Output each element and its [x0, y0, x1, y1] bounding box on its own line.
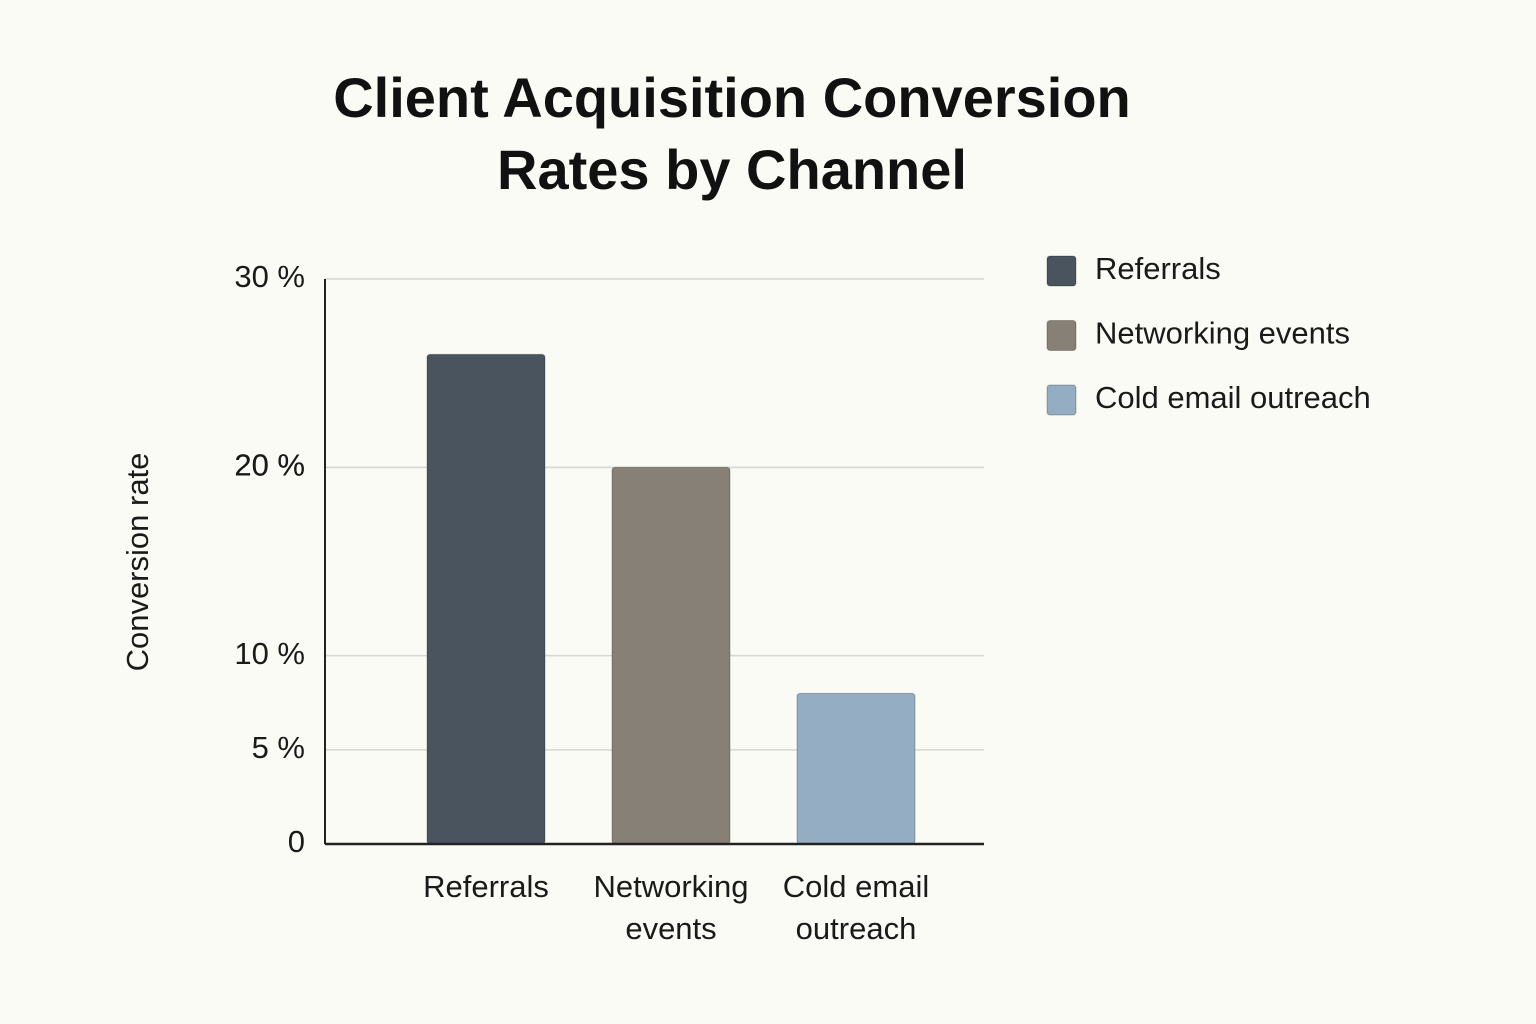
- bar: [611, 466, 731, 845]
- legend-swatch: [1046, 384, 1077, 416]
- bar: [426, 353, 546, 845]
- x-tick-label: Networking events: [593, 869, 749, 946]
- y-axis-label: Conversion rate: [120, 453, 155, 672]
- x-tick-label: Cold email outreach: [782, 869, 930, 946]
- y-tick-label: 20 %: [234, 448, 305, 483]
- legend-swatch: [1046, 320, 1077, 351]
- x-tick-label: Referrals: [423, 869, 549, 904]
- y-tick-label: 10 %: [234, 636, 305, 671]
- y-tick-label: 0: [288, 824, 305, 859]
- legend-label: Referrals: [1095, 251, 1221, 286]
- legend-label: Cold email outreach: [1095, 380, 1371, 415]
- chart-title: Client Acquisition Conversion Rates by C…: [333, 66, 1131, 201]
- legend-label: Networking events: [1095, 316, 1350, 351]
- y-tick-label: 30 %: [234, 259, 305, 294]
- bar: [796, 692, 916, 845]
- y-tick-label: 20 %: [234, 448, 305, 483]
- y-tick-label: 5 %: [252, 730, 305, 765]
- legend-swatch: [1046, 255, 1077, 287]
